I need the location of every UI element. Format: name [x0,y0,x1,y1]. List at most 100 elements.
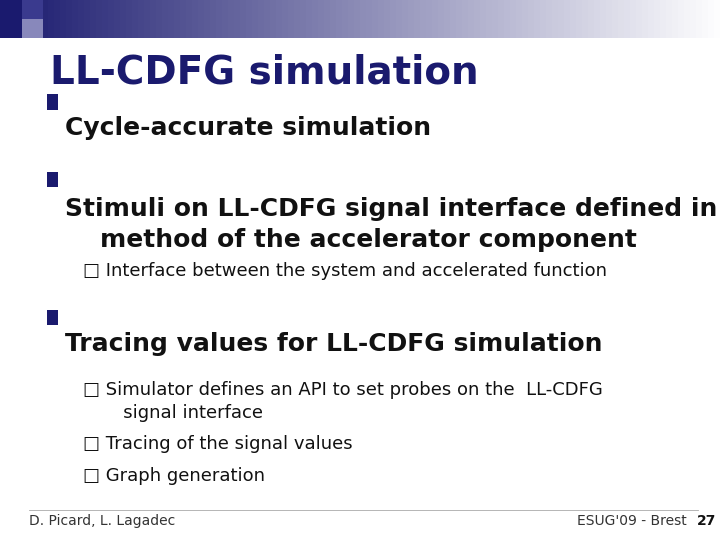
Text: Stimuli on LL-CDFG signal interface defined in a
    method of the accelerator c: Stimuli on LL-CDFG signal interface defi… [65,197,720,252]
Bar [708,0,714,38]
Bar [228,0,234,38]
Text: □ Simulator defines an API to set probes on the  LL-CDFG
       signal interface: □ Simulator defines an API to set probes… [83,381,603,422]
Bar [282,0,288,38]
Bar [36,0,42,38]
Bar [150,0,156,38]
Bar [456,0,462,38]
Bar [600,0,606,38]
Bar [84,0,90,38]
Text: □ Interface between the system and accelerated function: □ Interface between the system and accel… [83,262,607,280]
Bar [564,0,570,38]
Bar [192,0,198,38]
Bar [30,0,36,38]
Bar [294,0,300,38]
Bar [198,0,204,38]
Bar [642,0,648,38]
Text: LL-CDFG simulation: LL-CDFG simulation [50,54,479,92]
Bar [96,0,102,38]
Bar [258,0,264,38]
Bar [102,0,108,38]
Bar [204,0,210,38]
Bar [240,0,246,38]
Bar [252,0,258,38]
Bar [78,0,84,38]
Bar [510,0,516,38]
Bar [486,0,492,38]
Bar [522,0,528,38]
Bar [48,0,54,38]
Bar [366,0,372,38]
Bar [60,0,66,38]
Bar [462,0,468,38]
Bar [540,0,546,38]
Bar [246,0,252,38]
Bar [156,0,162,38]
Bar [492,0,498,38]
Bar [660,0,666,38]
Bar [588,0,594,38]
Bar [432,0,438,38]
Bar [654,0,660,38]
Bar [330,0,336,38]
Bar [22,0,43,19]
Bar [624,0,630,38]
Bar [47,94,58,110]
Bar [324,0,330,38]
Bar [426,0,432,38]
Bar [114,0,120,38]
Bar [468,0,474,38]
Bar [672,0,678,38]
Bar [702,0,708,38]
Bar [372,0,378,38]
Bar [42,0,48,38]
Bar [648,0,654,38]
Bar [54,0,60,38]
Bar [684,0,690,38]
Text: □ Graph generation: □ Graph generation [83,467,265,485]
Bar [0,0,6,38]
Bar [168,0,174,38]
Bar [47,310,58,325]
Bar [558,0,564,38]
Bar [570,0,576,38]
Bar [126,0,132,38]
Bar [318,0,324,38]
Bar [47,172,58,187]
Bar [216,0,222,38]
Bar [210,0,216,38]
Bar [66,0,72,38]
Bar [678,0,684,38]
Bar [234,0,240,38]
Bar [630,0,636,38]
Bar [666,0,672,38]
Bar [270,0,276,38]
Bar [636,0,642,38]
Bar [408,0,414,38]
Bar [360,0,366,38]
Bar [24,0,30,38]
Bar [444,0,450,38]
Bar [120,0,126,38]
Bar [222,0,228,38]
Bar [138,0,144,38]
Bar [534,0,540,38]
Bar [312,0,318,38]
Bar [174,0,180,38]
Bar [390,0,396,38]
Bar [480,0,486,38]
Bar [420,0,426,38]
Text: Cycle-accurate simulation: Cycle-accurate simulation [65,116,431,140]
Bar [378,0,384,38]
Bar [186,0,192,38]
Bar [612,0,618,38]
Bar [0,0,22,38]
Text: 27: 27 [697,514,716,528]
Bar [108,0,114,38]
Bar [144,0,150,38]
Bar [552,0,558,38]
Bar [414,0,420,38]
Bar [474,0,480,38]
Bar [618,0,624,38]
Bar [690,0,696,38]
Text: ESUG'09 - Brest: ESUG'09 - Brest [577,514,691,528]
